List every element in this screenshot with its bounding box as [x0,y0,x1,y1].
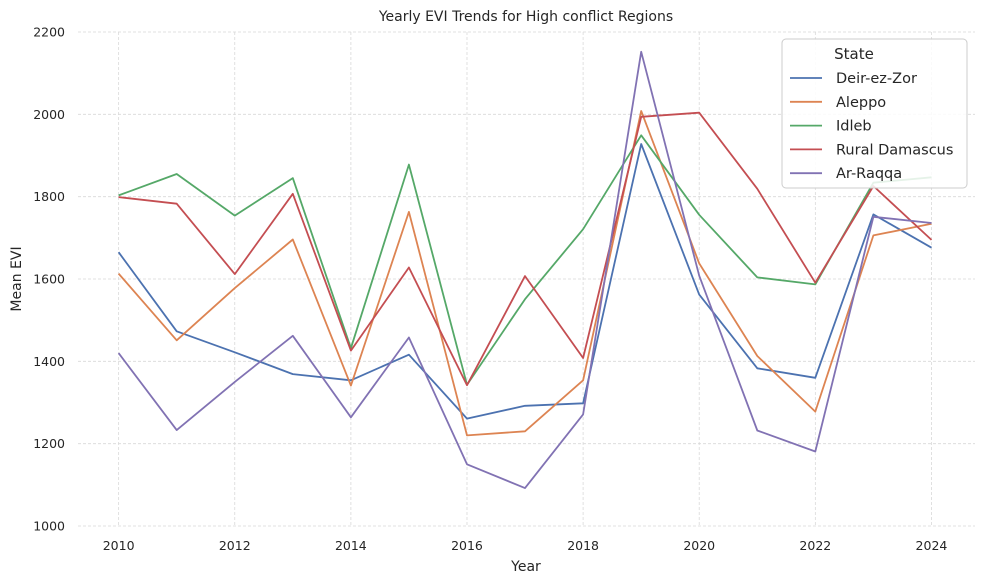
series-line-rural-damascus [118,111,933,387]
legend-frame [781,38,968,189]
y-tick-label: 2200 [33,25,65,40]
x-tick-label: 2014 [335,538,367,553]
y-tick-label: 1400 [33,354,65,369]
x-tick-label: 2018 [567,538,599,553]
series-line-aleppo [117,110,932,437]
y-tick-label: 2000 [33,107,65,122]
series-line-ar-raqqa [117,50,932,490]
series-lines [117,50,933,490]
y-tick-label: 1800 [33,189,65,204]
legend-entry: Rural Damascus [836,142,953,158]
x-tick-label: 2010 [103,538,135,553]
y-tick-label: 1000 [33,519,65,534]
legend-entry: Idleb [836,119,872,135]
x-tick-label: 2012 [219,538,251,553]
x-tick-label: 2022 [799,538,831,553]
x-tick-label: 2024 [916,538,948,553]
x-tick-label: 2020 [683,538,715,553]
x-axis-label: Year [510,559,541,575]
y-tick-label: 1200 [33,436,65,451]
legend-entry: Deir-ez-Zor [836,71,917,87]
legend-entry: Ar-Raqqa [836,166,902,182]
tick-labels: 1000 1200 1400 1600 1800 2000 2200 2010 2012 2014… [33,25,947,554]
legend-entry: Aleppo [836,95,886,111]
x-tick-label: 2016 [451,538,483,553]
y-tick-label: 1600 [33,272,65,287]
series-line-idleb [118,134,932,386]
legend-title: State [834,45,874,63]
legend: State Deir-ez-Zor Aleppo Idleb Rural Damascu… [781,38,968,189]
series-line-deir-ez-zor [117,143,932,420]
y-axis-label: Mean EVI [9,246,25,311]
chart-title: Yearly EVI Trends for High conflict Regi… [378,9,673,25]
